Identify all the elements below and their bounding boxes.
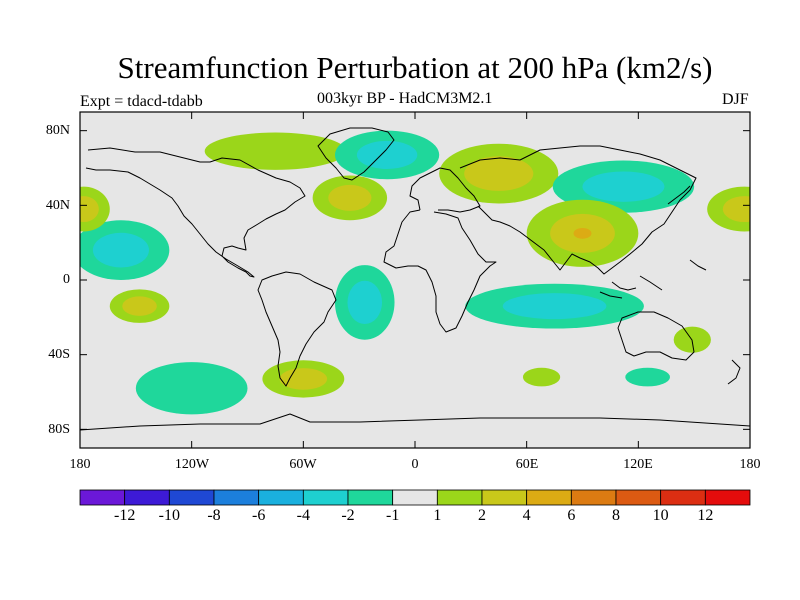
colorbar-label: 1 [433, 507, 442, 524]
contour-tropical-south-pacific-high [109, 289, 170, 323]
contour-north-america-arctic-high [204, 132, 347, 170]
colorbar-label: 4 [522, 507, 531, 524]
colorbar-swatch [436, 489, 483, 506]
colorbar-swatch [124, 489, 170, 506]
lon-label-120w: 120W [174, 457, 210, 472]
contour-level-2 [279, 368, 328, 390]
contour-southern-ocean-low [135, 362, 248, 415]
colorbar-swatch [302, 489, 349, 506]
colorbar-label: -10 [158, 507, 180, 524]
new-zealand-coast [727, 359, 741, 385]
contour-level--2 [582, 171, 665, 202]
contour-level-2 [464, 156, 534, 191]
contour-north-pacific-high-west [80, 186, 110, 232]
colorbar-swatch [213, 489, 260, 506]
contour-level-2 [122, 296, 157, 316]
contour-level-1 [204, 132, 347, 170]
europe-africa-coast [383, 167, 497, 333]
contour-south-atlantic-low [334, 265, 395, 340]
contour-north-pacific-high-east [707, 186, 750, 232]
contour-level--2 [356, 140, 418, 170]
asia-coast [459, 145, 697, 275]
lat-label-80n: 80N [45, 123, 70, 138]
contour-south-america-high [262, 360, 345, 398]
experiment-label: Expt = tdacd-tdabb [80, 93, 203, 110]
maritime-islands [599, 259, 707, 299]
map-title: Streamfunction Perturbation at 200 hPa (… [117, 50, 713, 85]
colorbar-label: 8 [612, 507, 620, 524]
colorbar-label: -12 [113, 507, 136, 524]
australia-coast [617, 311, 695, 361]
contour-level--2 [347, 280, 383, 325]
colorbar-swatch [526, 489, 572, 506]
colorbar-label: -6 [251, 507, 266, 524]
lat-label-40n: 40N [45, 198, 70, 213]
colorbar-label: -2 [341, 507, 355, 524]
contour-level-2 [80, 196, 99, 223]
colorbar-label: -1 [385, 507, 400, 524]
contour-level-2 [722, 196, 750, 223]
contour-north-asia-low [552, 160, 695, 213]
colorbar-swatch [392, 489, 438, 506]
contour-level-1 [522, 367, 561, 387]
colorbar [79, 489, 751, 506]
colorbar-label: -8 [207, 507, 221, 524]
colorbar-label: 12 [697, 507, 714, 524]
antarctica-coast [80, 413, 750, 431]
contour-level-4 [573, 227, 592, 239]
colorbar-swatch [168, 489, 215, 506]
colorbar-swatch [660, 489, 706, 506]
colorbar-swatch [79, 489, 126, 506]
north-america-coast [85, 147, 306, 278]
contour-level--1 [625, 367, 670, 387]
colorbar-swatch [481, 489, 528, 506]
colorbar-label: 6 [567, 507, 576, 524]
lat-label-80s: 80S [48, 422, 70, 437]
lon-label-180w: 180 [69, 457, 91, 472]
lat-label-0: 0 [63, 272, 70, 287]
lon-label-120e: 120E [623, 457, 653, 472]
contour-level--1 [135, 362, 248, 415]
south-america-coast [257, 271, 337, 387]
contour-south-pacific-low [625, 367, 670, 387]
colorbar-swatch [570, 489, 617, 506]
contour-north-atlantic-high [312, 175, 388, 221]
lon-label-60e: 60E [515, 457, 539, 472]
japan-coast [667, 185, 691, 205]
lat-label-40s: 40S [48, 347, 70, 362]
contour-fill-layer [80, 130, 750, 415]
season-label: DJF [722, 91, 749, 108]
lon-label-60w: 60W [289, 457, 317, 472]
contour-level-2 [328, 184, 372, 211]
contour-europe-russia-high [439, 143, 559, 204]
colorbar-label: -4 [296, 507, 310, 524]
contour-maritime-continent-low [465, 283, 644, 329]
contour-level--2 [92, 232, 150, 268]
lon-label-0: 0 [411, 457, 419, 472]
colorbar-swatch [615, 489, 662, 506]
contour-east-pacific-low [80, 220, 170, 280]
colorbar-swatch [258, 489, 304, 506]
lon-label-180e: 180 [739, 457, 761, 472]
colorbar-label: 10 [652, 507, 669, 524]
axis-ticks [79, 112, 751, 448]
colorbar-label: 2 [478, 507, 486, 524]
contour-greenland-low [334, 130, 440, 180]
coastlines [80, 127, 750, 431]
contour-indian-ocean-south-high [522, 367, 561, 387]
contour-tibet-india-high [526, 199, 639, 267]
contour-level--2 [502, 293, 607, 320]
colorbar-swatch [347, 489, 394, 506]
colorbar-swatch [704, 489, 751, 506]
greenland-coast [317, 127, 395, 181]
map-subtitle: 003kyr BP - HadCM3M2.1 [317, 90, 493, 107]
